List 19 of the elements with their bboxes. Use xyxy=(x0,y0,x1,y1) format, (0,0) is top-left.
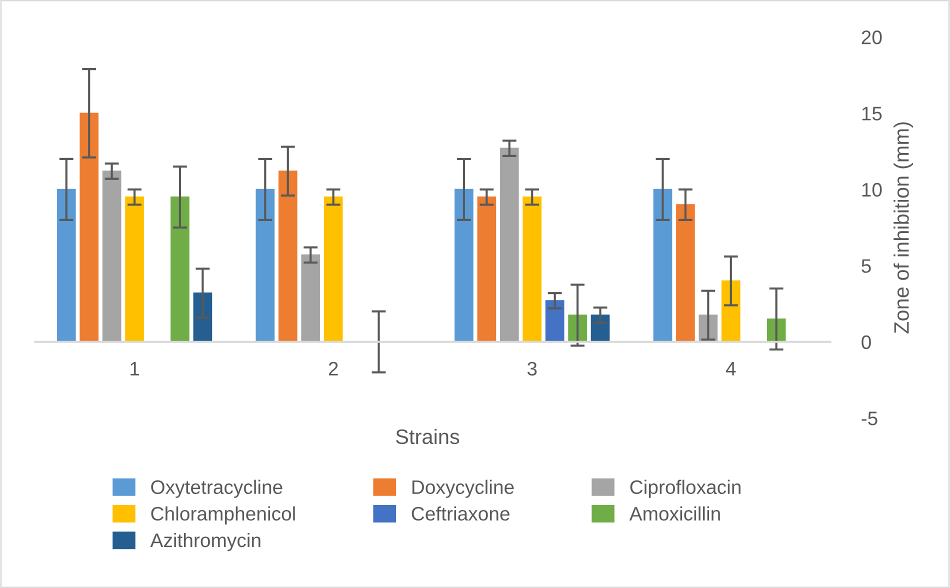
x-tick-label: 4 xyxy=(726,362,736,376)
legend-label: Oxytetracycline xyxy=(151,480,282,498)
x-axis-title: Strains xyxy=(396,428,460,444)
y-axis-title: Zone of inhibition (mm) xyxy=(894,122,914,334)
y-tick-label: 20 xyxy=(862,30,882,44)
y-tick-label: 0 xyxy=(862,335,871,350)
x-tick-label: 3 xyxy=(527,362,537,376)
legend-label: Chloramphenicol xyxy=(151,506,295,524)
y-tick-label: -5 xyxy=(862,412,878,426)
x-tick-label: 2 xyxy=(328,362,338,376)
x-tick-label: 1 xyxy=(130,362,139,376)
legend-label: Amoxicillin xyxy=(629,506,720,521)
legend-label: Doxycycline xyxy=(412,480,514,498)
y-tick-label: 15 xyxy=(862,106,882,120)
legend-label: Ciprofloxacin xyxy=(630,480,740,498)
y-tick-label: 5 xyxy=(862,259,871,273)
legend-label: Ceftriaxone xyxy=(412,506,510,521)
y-tick-label: 10 xyxy=(862,182,882,197)
legend-label: Azithromycin xyxy=(150,532,260,552)
